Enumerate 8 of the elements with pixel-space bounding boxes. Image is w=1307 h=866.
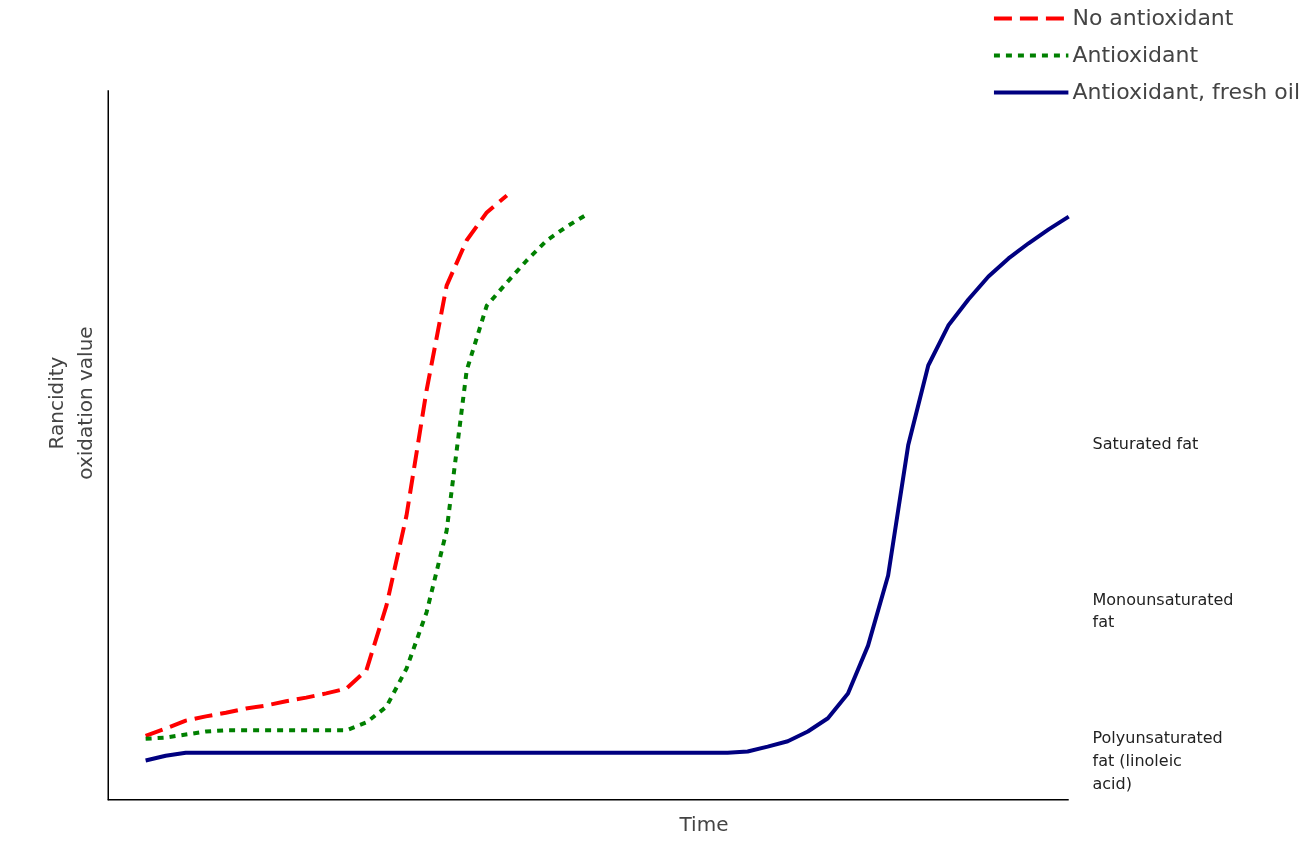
text: Polyunsaturated fat (linoleic acid)	[1092, 728, 1223, 793]
legend-label: No antioxidant	[1072, 5, 1234, 30]
text: Monounsaturated fat	[1092, 589, 1234, 632]
y-axis-title: Rancidity oxidation value	[43, 326, 97, 480]
text: Saturated fat	[1092, 434, 1199, 453]
legend-label: Antioxidant, fresh oil	[1072, 79, 1300, 104]
x-axis-title: Time	[678, 811, 729, 836]
legend-label: Antioxidant	[1072, 42, 1199, 67]
